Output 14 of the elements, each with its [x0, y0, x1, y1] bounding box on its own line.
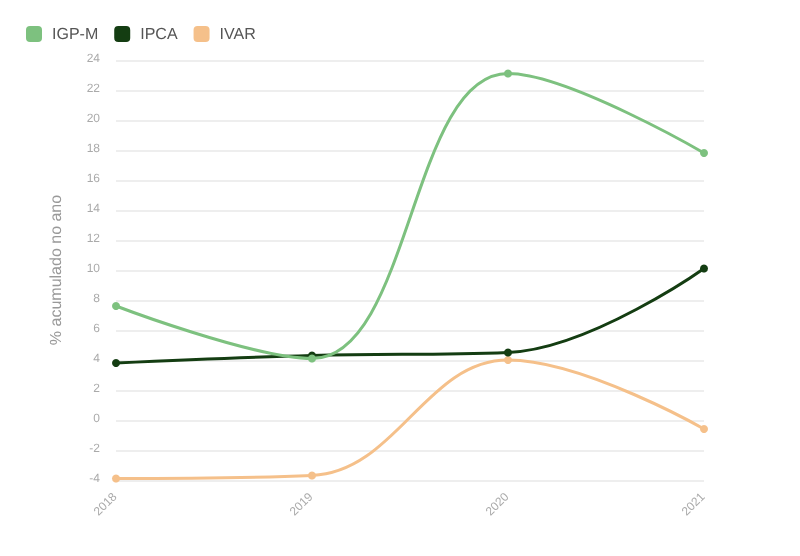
point	[112, 302, 120, 310]
point	[700, 425, 708, 433]
point	[112, 474, 120, 483]
legend-label: IGP-M	[52, 25, 99, 43]
point	[504, 356, 512, 364]
legend-label: IVAR	[219, 25, 257, 43]
point	[700, 264, 708, 273]
y-axis-title: % acumulado no ano	[47, 193, 65, 346]
point	[504, 69, 512, 78]
legend-label: IPCA	[140, 25, 179, 43]
point	[112, 359, 120, 367]
point	[700, 149, 708, 157]
point	[504, 348, 512, 357]
point	[308, 471, 316, 480]
